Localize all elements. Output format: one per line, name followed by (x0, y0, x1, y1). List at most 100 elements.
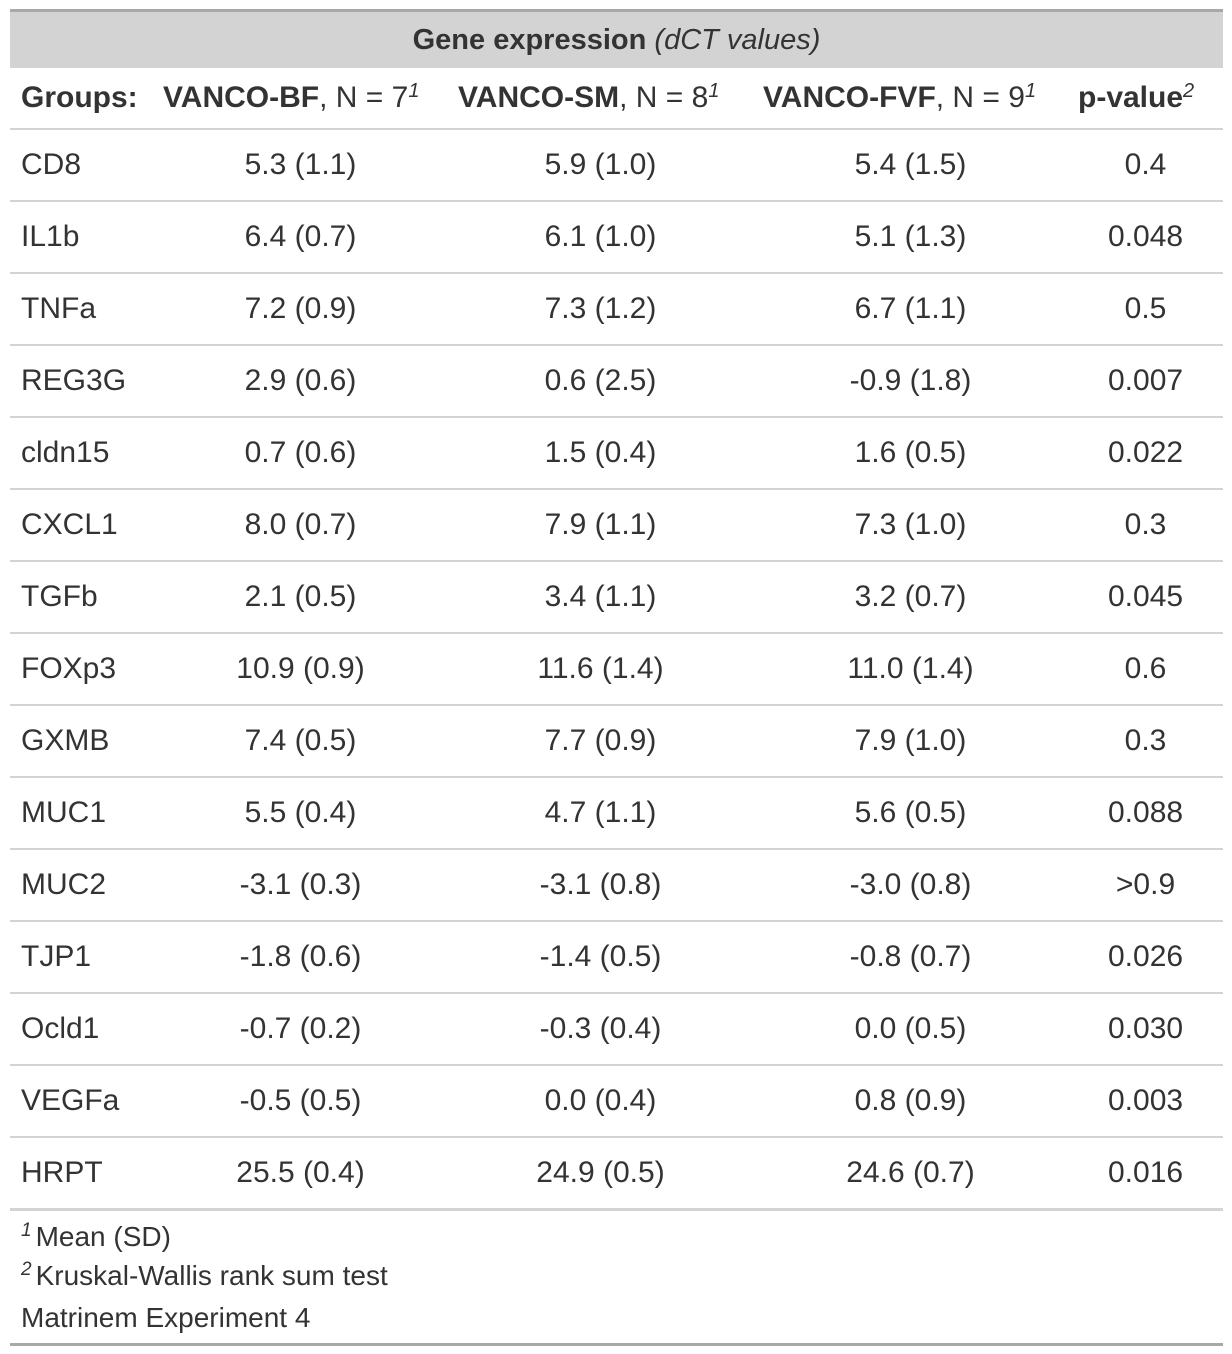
vanco-bf-cell: 10.9 (0.9) (153, 633, 448, 706)
vanco-bf-cell: -0.5 (0.5) (153, 1065, 448, 1138)
p-value-cell: 0.022 (1068, 417, 1224, 490)
vanco-fvf-cell: 0.0 (0.5) (753, 993, 1068, 1066)
gene-name-cell: HRPT (10, 1137, 153, 1211)
gene-name-cell: CD8 (10, 129, 153, 202)
p-value-cell: >0.9 (1068, 849, 1224, 922)
gene-name-cell: IL1b (10, 201, 153, 274)
vanco-fvf-cell: 5.1 (1.3) (753, 201, 1068, 274)
vanco-sm-cell: -1.4 (0.5) (448, 921, 753, 994)
vanco-bf-cell: 5.5 (0.4) (153, 777, 448, 850)
table-title-row: Gene expression (dCT values) (10, 9, 1224, 68)
p-value-cell: 0.007 (1068, 345, 1224, 418)
vanco-sm-cell: -3.1 (0.8) (448, 849, 753, 922)
footnote-2: 2 Kruskal-Wallis rank sum test (21, 1256, 1223, 1295)
table-row: GXMB 7.4 (0.5) 7.7 (0.9) 7.9 (1.0) 0.3 (10, 705, 1224, 778)
gene-expression-table: Gene expression (dCT values) Groups: VAN… (10, 9, 1224, 1211)
vanco-fvf-cell: 0.8 (0.9) (753, 1065, 1068, 1138)
vanco-fvf-cell: 1.6 (0.5) (753, 417, 1068, 490)
vanco-fvf-cell: 11.0 (1.4) (753, 633, 1068, 706)
vanco-sm-cell: 0.0 (0.4) (448, 1065, 753, 1138)
source-note: Matrinem Experiment 4 (21, 1302, 311, 1333)
table-footnotes: 1 Mean (SD) 2 Kruskal-Wallis rank sum test… (10, 1211, 1223, 1346)
table-row: CD8 5.3 (1.1) 5.9 (1.0) 5.4 (1.5) 0.4 (10, 129, 1224, 202)
stub-header: Groups: (10, 68, 153, 130)
vanco-bf-cell: -1.8 (0.6) (153, 921, 448, 994)
footnote-mark: 1 (708, 80, 720, 102)
column-header-n: , N = 8 (619, 81, 709, 114)
footnote-mark: 1 (408, 80, 420, 102)
table-row: cldn15 0.7 (0.6) 1.5 (0.4) 1.6 (0.5) 0.022 (10, 417, 1224, 490)
footnote-mark: 1 (21, 1220, 32, 1241)
gene-name-cell: TJP1 (10, 921, 153, 994)
p-value-cell: 0.026 (1068, 921, 1224, 994)
column-header-row: Groups: VANCO-BF, N = 71 VANCO-SM, N = 8… (10, 68, 1224, 130)
stub-header-label: Groups: (21, 81, 138, 114)
table-row: TGFb 2.1 (0.5) 3.4 (1.1) 3.2 (0.7) 0.045 (10, 561, 1224, 634)
vanco-bf-cell: 5.3 (1.1) (153, 129, 448, 202)
column-header-vanco-sm: VANCO-SM, N = 81 (448, 68, 753, 130)
vanco-fvf-cell: 7.9 (1.0) (753, 705, 1068, 778)
vanco-fvf-cell: 6.7 (1.1) (753, 273, 1068, 346)
vanco-sm-cell: 11.6 (1.4) (448, 633, 753, 706)
gene-name-cell: CXCL1 (10, 489, 153, 562)
gene-name-cell: VEGFa (10, 1065, 153, 1138)
vanco-fvf-cell: -0.8 (0.7) (753, 921, 1068, 994)
vanco-bf-cell: -3.1 (0.3) (153, 849, 448, 922)
vanco-sm-cell: 6.1 (1.0) (448, 201, 753, 274)
gene-name-cell: Ocld1 (10, 993, 153, 1066)
column-header-vanco-fvf: VANCO-FVF, N = 91 (753, 68, 1068, 130)
vanco-bf-cell: 25.5 (0.4) (153, 1137, 448, 1211)
column-header-name: p-value (1078, 81, 1184, 114)
p-value-cell: 0.016 (1068, 1137, 1224, 1211)
vanco-fvf-cell: 5.6 (0.5) (753, 777, 1068, 850)
table-title-main: Gene expression (412, 23, 647, 56)
gene-name-cell: TGFb (10, 561, 153, 634)
column-header-name: VANCO-BF (163, 81, 320, 114)
gene-name-cell: GXMB (10, 705, 153, 778)
gene-name-cell: cldn15 (10, 417, 153, 490)
p-value-cell: 0.5 (1068, 273, 1224, 346)
table-title: Gene expression (dCT values) (10, 9, 1224, 68)
vanco-sm-cell: 24.9 (0.5) (448, 1137, 753, 1211)
table-row: REG3G 2.9 (0.6) 0.6 (2.5) -0.9 (1.8) 0.007 (10, 345, 1224, 418)
vanco-bf-cell: 2.9 (0.6) (153, 345, 448, 418)
vanco-fvf-cell: 7.3 (1.0) (753, 489, 1068, 562)
p-value-cell: 0.6 (1068, 633, 1224, 706)
p-value-cell: 0.3 (1068, 489, 1224, 562)
vanco-bf-cell: 6.4 (0.7) (153, 201, 448, 274)
p-value-cell: 0.088 (1068, 777, 1224, 850)
vanco-sm-cell: -0.3 (0.4) (448, 993, 753, 1066)
vanco-bf-cell: -0.7 (0.2) (153, 993, 448, 1066)
column-header-n: , N = 9 (935, 81, 1025, 114)
table-row: IL1b 6.4 (0.7) 6.1 (1.0) 5.1 (1.3) 0.048 (10, 201, 1224, 274)
vanco-sm-cell: 7.3 (1.2) (448, 273, 753, 346)
vanco-sm-cell: 3.4 (1.1) (448, 561, 753, 634)
footnote-mark: 2 (21, 1259, 32, 1280)
vanco-sm-cell: 1.5 (0.4) (448, 417, 753, 490)
table-row: VEGFa -0.5 (0.5) 0.0 (0.4) 0.8 (0.9) 0.003 (10, 1065, 1224, 1138)
footnote-1: 1 Mean (SD) (21, 1217, 1223, 1256)
p-value-cell: 0.4 (1068, 129, 1224, 202)
gene-expression-table-container: Gene expression (dCT values) Groups: VAN… (10, 9, 1224, 1346)
p-value-cell: 0.045 (1068, 561, 1224, 634)
p-value-cell: 0.048 (1068, 201, 1224, 274)
vanco-fvf-cell: -3.0 (0.8) (753, 849, 1068, 922)
table-body: CD8 5.3 (1.1) 5.9 (1.0) 5.4 (1.5) 0.4 IL1b 6.4… (10, 129, 1224, 1211)
table-row: TNFa 7.2 (0.9) 7.3 (1.2) 6.7 (1.1) 0.5 (10, 273, 1224, 346)
column-header-vanco-bf: VANCO-BF, N = 71 (153, 68, 448, 130)
vanco-sm-cell: 5.9 (1.0) (448, 129, 753, 202)
p-value-cell: 0.003 (1068, 1065, 1224, 1138)
p-value-cell: 0.3 (1068, 705, 1224, 778)
column-header-name: VANCO-FVF (763, 81, 936, 114)
vanco-sm-cell: 7.9 (1.1) (448, 489, 753, 562)
table-row: Ocld1 -0.7 (0.2) -0.3 (0.4) 0.0 (0.5) 0.030 (10, 993, 1224, 1066)
vanco-fvf-cell: 5.4 (1.5) (753, 129, 1068, 202)
table-title-subtitle: (dCT values) (654, 23, 821, 56)
footnote-mark: 1 (1024, 80, 1037, 102)
table-row: HRPT 25.5 (0.4) 24.9 (0.5) 24.6 (0.7) 0.016 (10, 1137, 1224, 1211)
vanco-fvf-cell: -0.9 (1.8) (753, 345, 1068, 418)
vanco-sm-cell: 4.7 (1.1) (448, 777, 753, 850)
vanco-sm-cell: 0.6 (2.5) (448, 345, 753, 418)
vanco-bf-cell: 7.2 (0.9) (153, 273, 448, 346)
footnote-mark: 2 (1183, 80, 1195, 102)
